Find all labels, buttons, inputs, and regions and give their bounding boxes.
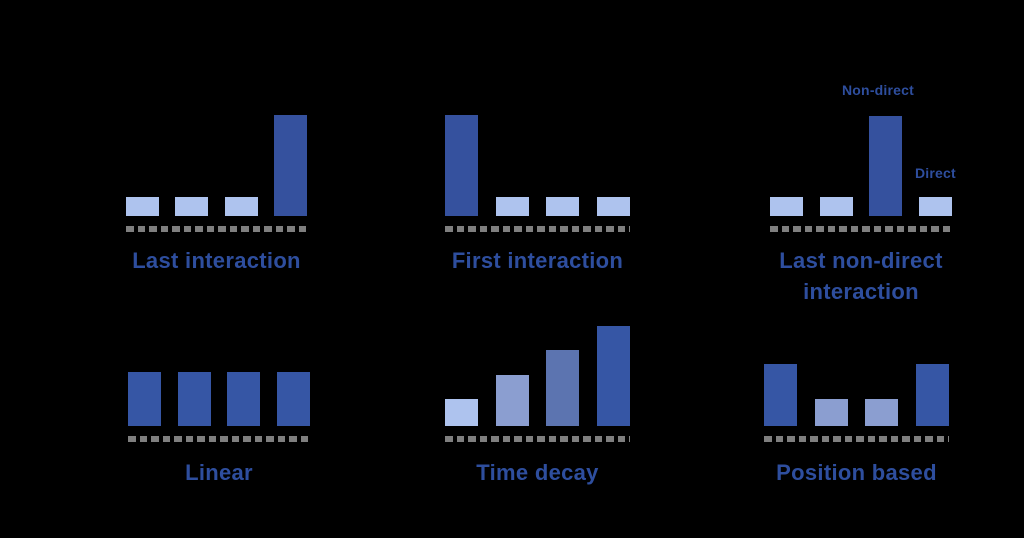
bar-group [445,326,630,426]
chart-caption: Linear [185,460,253,485]
dashed-baseline [445,436,630,442]
bar-medium-light [865,399,899,426]
bar-group [764,326,949,426]
bar-light [819,197,853,216]
chart-linear: Linear [128,326,310,489]
bar-group [770,115,952,216]
bar-light [770,197,803,216]
chart-last-non-direct-interaction: Non-direct Direct Last non-direct intera… [770,82,956,308]
bar-medium [546,350,580,426]
bar-light [224,197,258,216]
bar-light [175,197,209,216]
bar-medium-light [814,399,848,426]
bar-group [126,115,307,216]
chart-caption: Time decay [476,460,599,485]
bar-dark2 [596,326,630,426]
dashed-baseline [445,226,630,232]
bar-dark2 [177,372,211,426]
bar-light [126,197,159,216]
non-direct-annotation: Non-direct [842,82,914,98]
bar-group [128,326,310,426]
dashed-baseline [770,226,952,232]
dashed-baseline [128,436,310,442]
chart-last-interaction: Last interaction [126,115,307,277]
chart-caption: Last non-direct interaction [779,248,943,304]
chart-time-decay: Time decay [445,326,630,489]
direct-annotation: Direct [915,165,956,181]
chart-position-based: Position based [764,326,949,489]
bar-light [445,399,478,426]
bar-medium-light [495,375,529,426]
bar-dark2 [915,364,949,426]
bar-dark2 [276,372,310,426]
bar-light [918,197,952,216]
chart-caption: Position based [776,460,937,485]
dashed-baseline [126,226,307,232]
chart-caption: First interaction [451,248,624,273]
chart-first-interaction: First interaction [445,115,630,277]
chart-caption: Last interaction [132,248,301,273]
bar-dark [445,115,478,216]
bar-dark2 [128,372,161,426]
bar-group [445,115,630,216]
bar-dark [869,116,903,216]
bar-dark2 [227,372,261,426]
bar-light [596,197,630,216]
bar-light [546,197,580,216]
bar-light [495,197,529,216]
dashed-baseline [764,436,949,442]
bar-dark [273,115,307,216]
bar-dark2 [764,364,797,426]
